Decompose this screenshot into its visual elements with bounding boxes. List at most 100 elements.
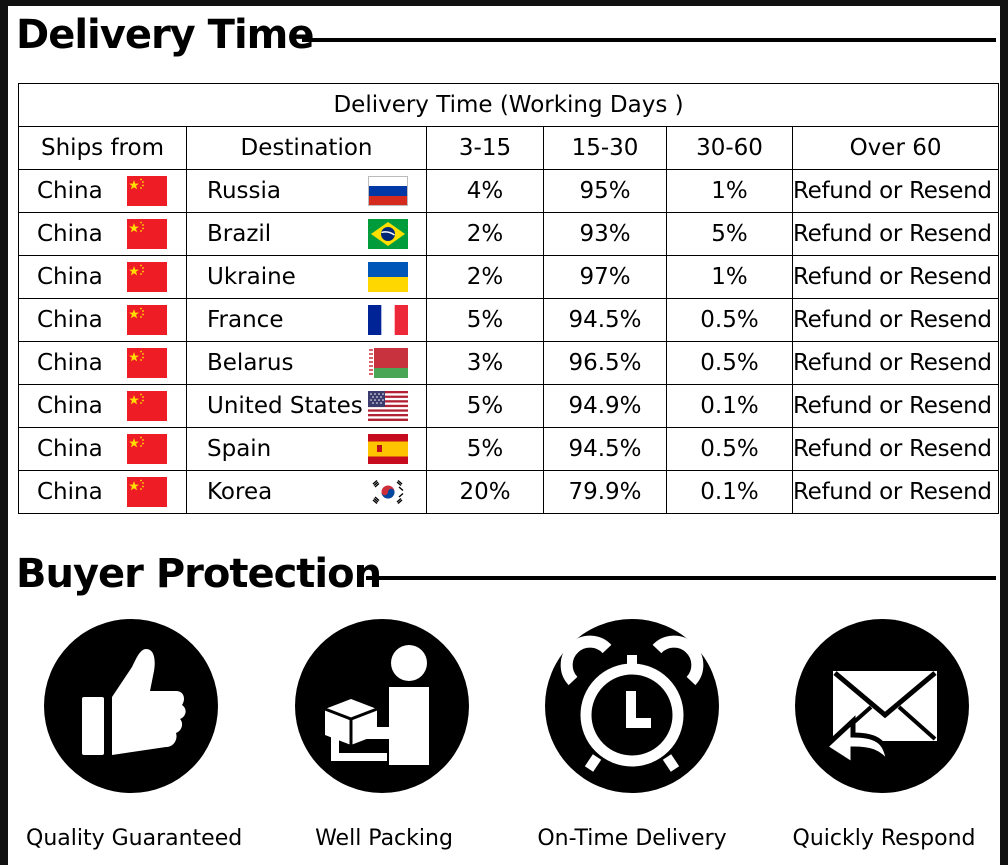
delivery-time-table: Delivery Time (Working Days ) Ships from… bbox=[17, 83, 1000, 514]
china-flag-icon bbox=[127, 305, 167, 335]
ships-from-text: China bbox=[37, 393, 103, 419]
pct-30-60-cell: 0.5% bbox=[666, 298, 793, 342]
destination-cell: Belarus bbox=[186, 341, 427, 385]
table-row: China Russia 4% 95% 1% Refund or Resend bbox=[18, 169, 1000, 213]
ships-from-cell: China bbox=[18, 384, 187, 428]
china-flag-icon bbox=[127, 477, 167, 507]
ships-from-cell: China bbox=[18, 341, 187, 385]
over-60-cell: Refund or Resend bbox=[791, 255, 1000, 299]
title-rule bbox=[302, 38, 996, 42]
destination-text: Ukraine bbox=[207, 264, 296, 290]
pct-30-60-cell: 1% bbox=[666, 169, 793, 213]
ships-from-text: China bbox=[37, 307, 103, 333]
envelope-reply-icon bbox=[795, 619, 969, 793]
pct-15-30-cell: 79.9% bbox=[543, 470, 667, 514]
pct-3-15-cell: 5% bbox=[426, 298, 544, 342]
ships-from-text: China bbox=[37, 178, 103, 204]
ships-from-cell: China bbox=[18, 470, 187, 514]
korea-flag-icon bbox=[368, 477, 408, 507]
china-flag-icon bbox=[127, 391, 167, 421]
on-time-delivery-label: On-Time Delivery bbox=[537, 826, 727, 851]
pct-3-15-cell: 3% bbox=[426, 341, 544, 385]
destination-cell: Korea bbox=[186, 470, 427, 514]
table-title: Delivery Time (Working Days ) bbox=[17, 83, 1000, 127]
pct-30-60-cell: 1% bbox=[666, 255, 793, 299]
pct-15-30-cell: 94.5% bbox=[543, 427, 667, 471]
pct-30-60-cell: 0.5% bbox=[666, 341, 793, 385]
destination-cell: Spain bbox=[186, 427, 427, 471]
column-header-ships-from: Ships from bbox=[18, 126, 187, 170]
ukraine-flag-icon bbox=[368, 262, 408, 292]
table-row: China Brazil 2% 93% 5% Refund or Resend bbox=[18, 212, 1000, 256]
column-header-3-15: 3-15 bbox=[426, 126, 544, 170]
pct-30-60-cell: 5% bbox=[666, 212, 793, 256]
ships-from-cell: China bbox=[18, 298, 187, 342]
pct-15-30-cell: 94.9% bbox=[543, 384, 667, 428]
pct-30-60-cell: 0.5% bbox=[666, 427, 793, 471]
page-canvas: Delivery Time Delivery Time (Working Day… bbox=[8, 6, 1000, 865]
destination-text: United States bbox=[207, 393, 363, 419]
china-flag-icon bbox=[127, 262, 167, 292]
china-flag-icon bbox=[127, 348, 167, 378]
packing-person-icon bbox=[295, 619, 469, 793]
spain-flag-icon bbox=[368, 434, 408, 464]
over-60-cell: Refund or Resend bbox=[791, 341, 1000, 385]
buyer-protection-title: Buyer Protection bbox=[16, 551, 382, 597]
destination-cell: France bbox=[186, 298, 427, 342]
well-packing-label: Well Packing bbox=[315, 826, 453, 851]
over-60-cell: Refund or Resend bbox=[791, 298, 1000, 342]
pct-15-30-cell: 93% bbox=[543, 212, 667, 256]
pct-30-60-cell: 0.1% bbox=[666, 384, 793, 428]
over-60-cell: Refund or Resend bbox=[791, 427, 1000, 471]
pct-30-60-cell: 0.1% bbox=[666, 470, 793, 514]
pct-3-15-cell: 2% bbox=[426, 255, 544, 299]
column-header-over-60: Over 60 bbox=[791, 126, 1000, 170]
destination-cell: Ukraine bbox=[186, 255, 427, 299]
destination-cell: Russia bbox=[186, 169, 427, 213]
alarm-clock-icon bbox=[545, 619, 719, 793]
france-flag-icon bbox=[368, 305, 408, 335]
destination-cell: United States bbox=[186, 384, 427, 428]
ships-from-text: China bbox=[37, 436, 103, 462]
ships-from-cell: China bbox=[18, 169, 187, 213]
quickly-respond-label: Quickly Respond bbox=[792, 826, 976, 851]
ships-from-text: China bbox=[37, 350, 103, 376]
delivery-time-title: Delivery Time bbox=[16, 12, 314, 58]
destination-text: Russia bbox=[207, 178, 281, 204]
column-header-30-60: 30-60 bbox=[666, 126, 793, 170]
destination-text: Korea bbox=[207, 479, 273, 505]
title-rule bbox=[366, 576, 996, 580]
table-row: China Spain 5% 94.5% 0.5% Refund or Rese… bbox=[18, 427, 1000, 471]
ships-from-text: China bbox=[37, 221, 103, 247]
russia-flag-icon bbox=[368, 176, 408, 206]
pct-3-15-cell: 5% bbox=[426, 384, 544, 428]
belarus-flag-icon bbox=[368, 348, 408, 378]
destination-cell: Brazil bbox=[186, 212, 427, 256]
ships-from-cell: China bbox=[18, 212, 187, 256]
destination-text: Spain bbox=[207, 436, 272, 462]
destination-text: Belarus bbox=[207, 350, 294, 376]
pct-15-30-cell: 96.5% bbox=[543, 341, 667, 385]
table-row: China Belarus 3% 96.5% 0.5% Refund or Re… bbox=[18, 341, 1000, 385]
destination-text: France bbox=[207, 307, 284, 333]
table-row: China Korea 20% 79.9% 0.1% Refund or Res… bbox=[18, 470, 1000, 514]
quality-guaranteed-label: Quality Guaranteed bbox=[26, 826, 243, 851]
pct-3-15-cell: 5% bbox=[426, 427, 544, 471]
brazil-flag-icon bbox=[368, 219, 408, 249]
over-60-cell: Refund or Resend bbox=[791, 470, 1000, 514]
column-header-destination: Destination bbox=[186, 126, 427, 170]
ships-from-cell: China bbox=[18, 255, 187, 299]
column-header-15-30: 15-30 bbox=[543, 126, 667, 170]
ships-from-text: China bbox=[37, 264, 103, 290]
ships-from-cell: China bbox=[18, 427, 187, 471]
over-60-cell: Refund or Resend bbox=[791, 212, 1000, 256]
china-flag-icon bbox=[127, 434, 167, 464]
over-60-cell: Refund or Resend bbox=[791, 384, 1000, 428]
pct-3-15-cell: 4% bbox=[426, 169, 544, 213]
pct-3-15-cell: 2% bbox=[426, 212, 544, 256]
ships-from-text: China bbox=[37, 479, 103, 505]
table-row: China United States 5% 94.9% 0.1% Refund… bbox=[18, 384, 1000, 428]
usa-flag-icon bbox=[368, 391, 408, 421]
pct-15-30-cell: 95% bbox=[543, 169, 667, 213]
pct-15-30-cell: 97% bbox=[543, 255, 667, 299]
